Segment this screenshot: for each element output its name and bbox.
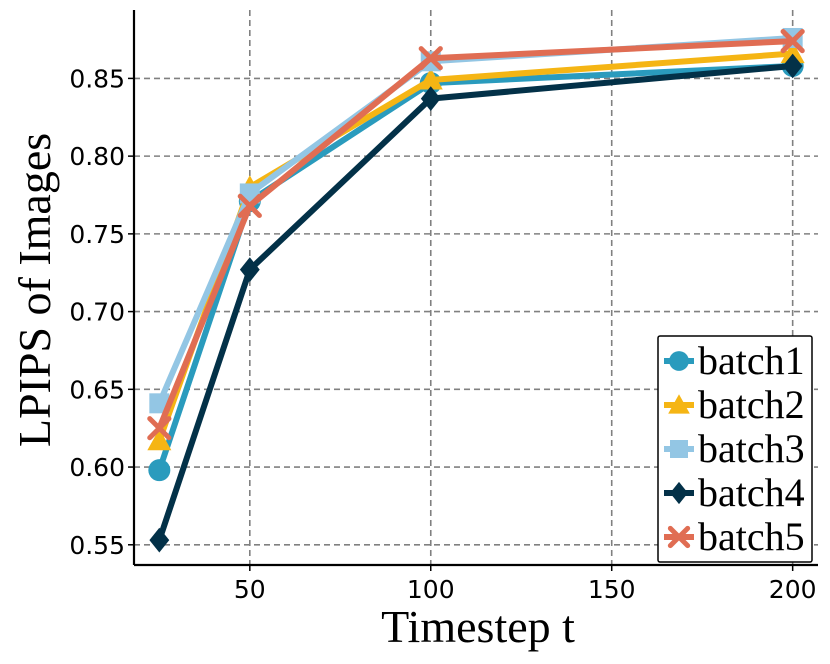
batch4-legend-marker: [670, 481, 688, 505]
batch4-point: [420, 86, 441, 112]
batch3-legend-marker: [670, 440, 688, 458]
batch5-point: [147, 416, 172, 441]
batch4-point: [239, 257, 260, 283]
batch4-point: [149, 527, 170, 553]
x-tick-label: 200: [769, 575, 817, 604]
batch2-point: [147, 428, 172, 451]
batch5-line: [156, 38, 793, 430]
legend-box: [657, 335, 813, 563]
batch4-point: [782, 53, 803, 79]
x-tick-label: 100: [407, 575, 455, 604]
batch5-point: [418, 46, 443, 71]
x-tick-label: 50: [234, 575, 266, 604]
batch1-point: [148, 459, 171, 482]
y-tick-label: 0.55: [69, 531, 125, 560]
ticks: 50 100 150 200 0.55 0.60 0.65 0.70 0.75 0.80 0.85: [69, 64, 816, 604]
batch3-legend-label: batch3: [698, 426, 805, 471]
batch2-point: [780, 41, 805, 64]
y-axis-title: LPIPS of Images: [9, 133, 60, 447]
y-tick-label: 0.75: [69, 220, 125, 249]
axes: [132, 10, 818, 567]
batch4-line: [156, 62, 793, 542]
batch5-legend-label: batch5: [698, 514, 805, 559]
x-axis-title: Timestep t: [381, 601, 575, 652]
series-layer: [147, 27, 805, 553]
batch1-line: [156, 62, 793, 472]
batch5-legend-marker: [667, 525, 691, 549]
batch5-point: [780, 28, 805, 54]
y-tick-label: 0.60: [69, 453, 125, 482]
y-tick-label: 0.65: [69, 375, 125, 404]
batch2-legend-marker: [668, 394, 690, 414]
batch2-point: [418, 67, 443, 90]
batch1-legend-marker: [669, 351, 689, 371]
y-tick-label: 0.70: [69, 298, 125, 327]
batch2-legend-label: batch2: [698, 382, 805, 427]
batch4-legend-label: batch4: [698, 470, 805, 515]
y-tick-label: 0.80: [69, 142, 125, 171]
batch1-legend-label: batch1: [698, 338, 805, 383]
x-tick-label: 150: [588, 575, 636, 604]
batch5-point: [237, 193, 262, 218]
y-tick-label: 0.85: [69, 64, 125, 93]
